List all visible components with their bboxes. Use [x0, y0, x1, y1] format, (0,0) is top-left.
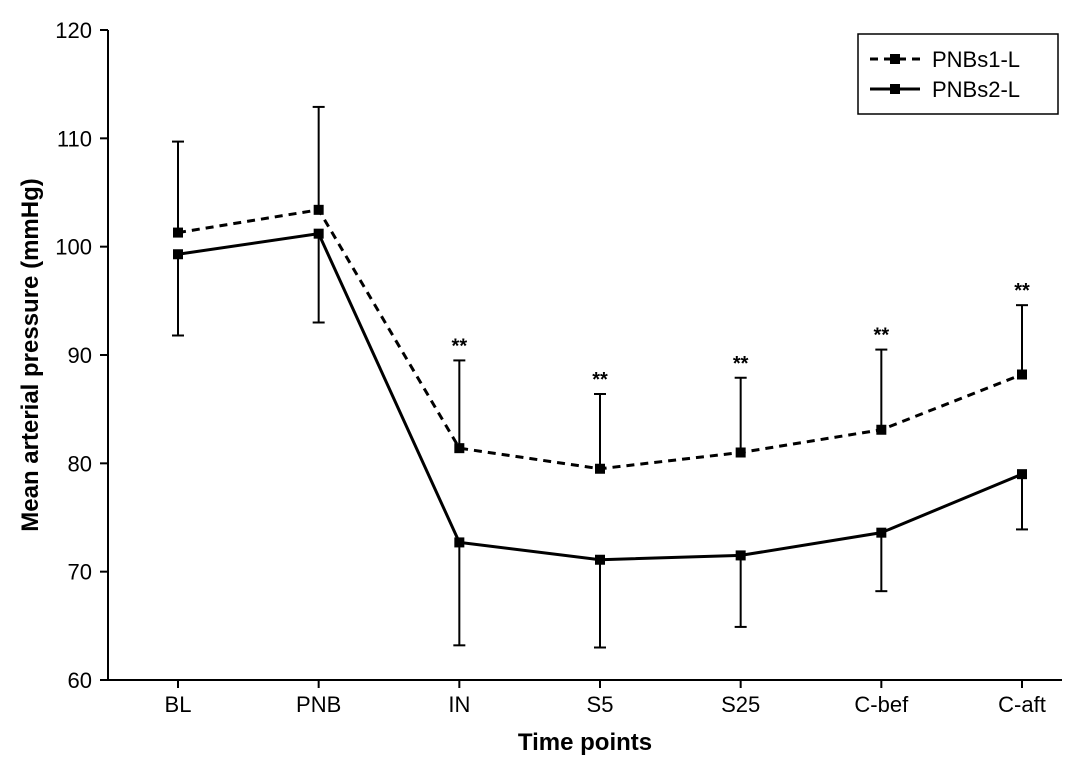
series-marker: [1017, 469, 1027, 479]
y-tick-label: 90: [68, 343, 92, 368]
y-tick-label: 70: [68, 560, 92, 585]
y-tick-label: 60: [68, 668, 92, 693]
significance-marker: **: [592, 369, 608, 391]
series-marker: [454, 443, 464, 453]
series-marker: [173, 249, 183, 259]
line-chart: 60 70 80 90 100 110 120 BL PNB IN S5 S25 C-bef C-aft M…: [0, 0, 1084, 775]
legend-box: [858, 34, 1058, 114]
series-marker: [173, 228, 183, 238]
series-marker: [736, 448, 746, 458]
significance-marker: **: [1014, 280, 1030, 302]
series-marker: [454, 537, 464, 547]
legend-marker: [890, 54, 900, 64]
y-tick-label: 100: [55, 235, 92, 260]
y-axis-label: Mean arterial pressure (mmHg): [17, 178, 44, 531]
series-marker: [736, 550, 746, 560]
x-tick-label: PNB: [296, 692, 341, 717]
y-tick-label: 110: [57, 126, 92, 151]
significance-marker: **: [733, 353, 749, 375]
significance-marker: **: [874, 325, 890, 347]
series-marker: [595, 555, 605, 565]
series-marker: [876, 425, 886, 435]
y-tick-label: 80: [68, 451, 92, 476]
x-tick-label: C-aft: [998, 692, 1046, 717]
x-axis-label: Time points: [518, 729, 652, 756]
legend-label: PNBs1-L: [932, 47, 1020, 72]
significance-marker: **: [452, 335, 468, 357]
series-marker: [314, 229, 324, 239]
series-marker: [314, 205, 324, 215]
series-marker: [595, 464, 605, 474]
x-tick-label: S25: [721, 692, 760, 717]
series-marker: [876, 528, 886, 538]
series-marker: [1017, 370, 1027, 380]
legend-label: PNBs2-L: [932, 77, 1020, 102]
chart-container: 60 70 80 90 100 110 120 BL PNB IN S5 S25 C-bef C-aft M…: [0, 0, 1084, 775]
y-tick-label: 120: [55, 18, 92, 43]
legend-marker: [890, 84, 900, 94]
x-tick-label: BL: [165, 692, 192, 717]
x-tick-label: IN: [448, 692, 470, 717]
x-tick-label: S5: [587, 692, 614, 717]
x-tick-label: C-bef: [854, 692, 909, 717]
